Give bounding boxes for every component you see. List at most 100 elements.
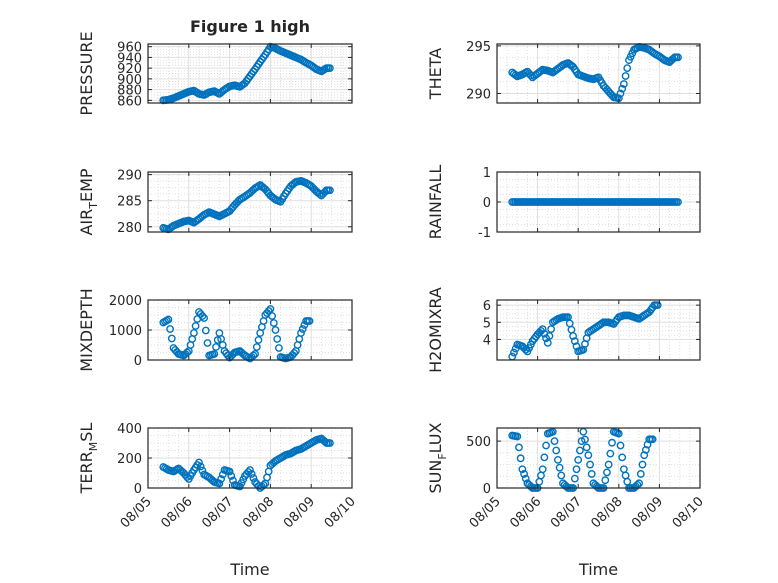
x-tick-label: 08/09 [629,494,666,531]
data-point [227,472,236,480]
data-point [618,84,627,93]
axes-box [147,171,353,233]
x-tick-label: 08/05 [467,494,504,531]
data-point [542,441,550,450]
y-tick-label: -1 [478,226,491,241]
data-point [520,470,528,478]
x-tick-label: 08/06 [507,494,544,531]
data-point [271,326,280,334]
data-point [555,463,564,472]
data-point [213,336,222,344]
x-tick-label: 08/10 [322,494,359,531]
data-point [513,432,522,441]
x-tick-label: 08/08 [240,494,277,531]
y-axis-label: RAINFALL [426,165,445,240]
data-point [547,325,556,334]
data-point [587,470,596,478]
y-tick-label: 960 [117,41,142,56]
data-point [515,443,523,452]
y-tick-label: 6 [483,299,491,314]
data-point [572,465,581,474]
data-point [616,89,625,98]
data-point [604,460,613,469]
data-point [526,71,535,80]
data-point [510,348,518,357]
y-tick-label: 880 [117,84,142,99]
y-axis-label: H2OMIXRA [426,287,445,373]
data-point [249,351,258,360]
y-tick-label: 290 [117,169,142,184]
data-point [575,446,584,455]
data-point [616,441,625,450]
data-point [608,438,616,447]
y-tick-label: 1 [483,166,491,181]
y-tick-label: 2000 [109,294,142,309]
data-point [201,326,210,335]
data-point [574,455,583,464]
data-point [225,467,234,476]
data-point [164,315,173,324]
y-tick-label: 0 [134,354,142,369]
axes-box [147,43,353,104]
axes-box [496,427,701,489]
data-point [584,451,593,460]
data-point [305,317,314,325]
data-point [252,343,261,351]
data-point [274,344,283,352]
y-tick-label: 290 [466,87,491,102]
y-tick-label: 860 [117,94,142,109]
data-point [210,350,219,358]
data-point [518,465,527,474]
subplot-2: 290 295 THETA [426,40,701,104]
data-point [273,335,282,343]
data-point [269,319,278,327]
y-axis-label: AIRTEMP [77,168,100,235]
data-point [268,312,276,320]
y-tick-label: 0 [483,196,491,211]
data-point [191,322,200,330]
axes-box [496,299,701,361]
subplot-3: 280 285 290 AIRTEMP [77,168,353,236]
x-tick-label: 08/10 [670,494,707,531]
data-point [674,53,682,62]
data-point [290,349,299,357]
y-tick-label: 5 [483,316,491,331]
x-tick-label: 08/09 [281,494,318,531]
y-axis-label: SUNFLUX [426,422,449,493]
y-axis-label: MIXDEPTH [77,288,96,371]
subplot-4: -1 0 1 RAINFALL [426,165,701,241]
y-tick-label: 4 [483,333,491,348]
y-axis-label: PRESSURE [77,31,96,115]
data-point [266,305,275,313]
subplot-6: 4 5 6 H2OMIXRA [426,287,701,373]
subplot-8: 0 500 08/05 08/06 08/07 08/08 08/09 08/10 Time SU… [426,422,707,579]
x-axis-label: Time [578,560,618,579]
data-point [618,453,627,462]
y-axis-label: THETA [426,48,445,100]
data-point [538,465,547,474]
y-tick-label: 900 [117,73,142,88]
data-point [653,301,662,310]
x-tick-label: 08/07 [548,494,585,531]
data-point [543,338,552,347]
y-tick-label: 200 [117,452,142,467]
y-tick-label: 400 [117,422,142,437]
axes-box [496,43,701,104]
subplot-5: 0 1000 2000 MIXDEPTH [77,288,353,372]
data-point [254,482,263,490]
data-point [183,473,192,481]
data-point [247,470,256,478]
data-point [636,470,645,478]
y-tick-label: 1000 [109,324,142,339]
y-tick-label: 280 [117,221,142,236]
data-point [249,474,258,482]
data-point [217,475,226,483]
data-point [254,336,263,344]
data-point [325,439,334,447]
chart-title: Figure 1 high [190,17,310,36]
y-tick-label: 940 [117,51,142,66]
y-tick-label: 0 [483,482,491,497]
data-point [521,474,530,483]
data-point [606,449,615,458]
